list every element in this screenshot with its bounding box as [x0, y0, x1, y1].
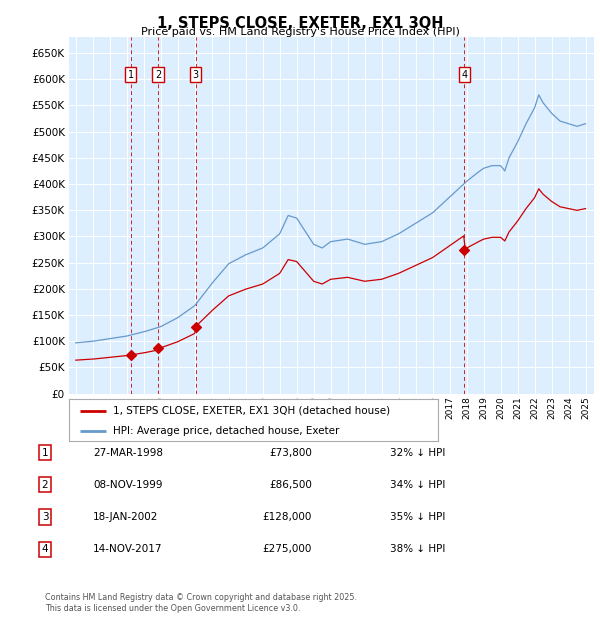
Point — [126, 350, 136, 360]
Point — [191, 322, 200, 332]
Text: HPI: Average price, detached house, Exeter: HPI: Average price, detached house, Exet… — [113, 426, 340, 436]
Text: 08-NOV-1999: 08-NOV-1999 — [93, 480, 163, 490]
Text: 3: 3 — [193, 69, 199, 79]
Text: 38% ↓ HPI: 38% ↓ HPI — [390, 544, 445, 554]
Text: 1: 1 — [41, 448, 49, 458]
Text: 1, STEPS CLOSE, EXETER, EX1 3QH (detached house): 1, STEPS CLOSE, EXETER, EX1 3QH (detache… — [113, 405, 391, 415]
Text: 1: 1 — [128, 69, 134, 79]
Text: Contains HM Land Registry data © Crown copyright and database right 2025.
This d: Contains HM Land Registry data © Crown c… — [45, 593, 357, 613]
Text: 3: 3 — [41, 512, 49, 522]
Text: £73,800: £73,800 — [269, 448, 312, 458]
Point — [460, 244, 469, 254]
Text: 35% ↓ HPI: 35% ↓ HPI — [390, 512, 445, 522]
Text: 32% ↓ HPI: 32% ↓ HPI — [390, 448, 445, 458]
Text: 2: 2 — [155, 69, 161, 79]
Text: 34% ↓ HPI: 34% ↓ HPI — [390, 480, 445, 490]
Text: 27-MAR-1998: 27-MAR-1998 — [93, 448, 163, 458]
Text: 1, STEPS CLOSE, EXETER, EX1 3QH: 1, STEPS CLOSE, EXETER, EX1 3QH — [157, 16, 443, 30]
Text: 4: 4 — [461, 69, 467, 79]
Point — [154, 343, 163, 353]
Text: 18-JAN-2002: 18-JAN-2002 — [93, 512, 158, 522]
Text: 14-NOV-2017: 14-NOV-2017 — [93, 544, 163, 554]
Text: Price paid vs. HM Land Registry's House Price Index (HPI): Price paid vs. HM Land Registry's House … — [140, 27, 460, 37]
Text: £128,000: £128,000 — [263, 512, 312, 522]
Text: 4: 4 — [41, 544, 49, 554]
Text: 2: 2 — [41, 480, 49, 490]
Text: £275,000: £275,000 — [263, 544, 312, 554]
Text: £86,500: £86,500 — [269, 480, 312, 490]
